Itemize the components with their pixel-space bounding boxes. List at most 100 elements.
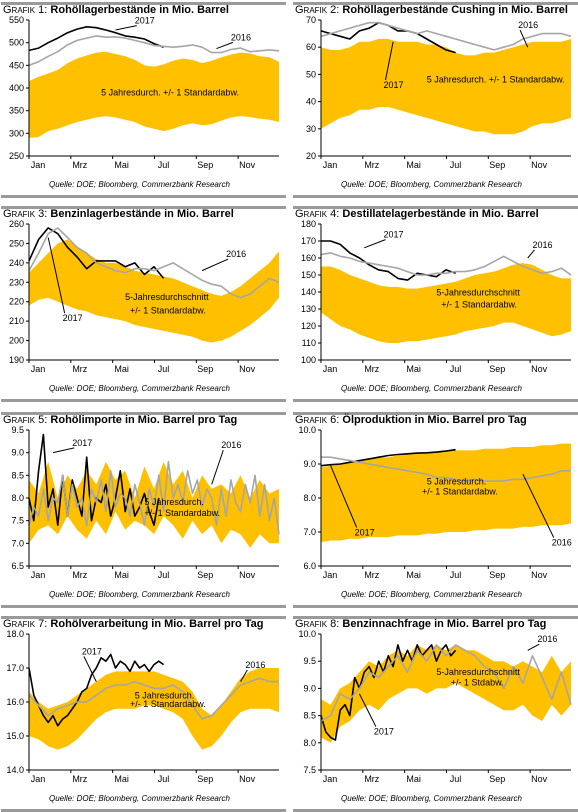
y-tick-label: 180: [301, 220, 316, 229]
series-line-2016: [28, 460, 280, 535]
chart-panel-8: Grafik 8: Benzinnachfrage in Mio. Barrel…: [293, 616, 578, 812]
chart-title: Grafik 2: Rohöllagerbestände Cushing in …: [295, 4, 568, 16]
x-tick-label: Nov: [531, 160, 548, 170]
x-tick-label: Jan: [323, 774, 338, 784]
source-note: Quelle: DOE; Bloomberg, Commerzbank Rese…: [49, 590, 230, 599]
chart-title-text: Ölproduktion in Mio. Barrel pro Tag: [339, 414, 527, 426]
x-tick-label: Mrz: [364, 160, 379, 170]
series-line-2017: [28, 433, 160, 526]
x-tick-label: Sep: [489, 774, 505, 784]
y-tick-label: 9.5: [303, 656, 316, 666]
std-band: [321, 443, 571, 543]
y-tick-label: 7.5: [303, 765, 316, 775]
annotation-arrow: [385, 41, 394, 81]
chart-title: Grafik 5: Rohölimporte in Mio. Barrel pr…: [3, 414, 237, 426]
chart-prefix: Grafik 1:: [3, 4, 48, 16]
x-tick-label: Mrz: [72, 160, 87, 170]
x-tick-label: Nov: [531, 364, 548, 374]
y-tick-label: 16.0: [6, 697, 24, 707]
y-tick-label: 190: [9, 355, 24, 365]
x-tick-label: Jul: [450, 160, 462, 170]
x-tick-label: Mrz: [364, 774, 379, 784]
y-tick-label: 7.5: [11, 516, 24, 526]
series-line-2016: [320, 21, 572, 51]
bottom-rule: [293, 399, 578, 402]
annotation-label: 5 Jahresdurch. +/- 1 Standardabw.: [427, 75, 565, 85]
y-tick-label: 350: [9, 106, 24, 116]
annotation-label: 5 Jahresdurch.: [427, 476, 487, 486]
annotation-arrow: [211, 449, 224, 485]
x-tick-label: Sep: [197, 364, 213, 374]
chart-title: Grafik 8: Benzinnachfrage in Mio. Barrel…: [295, 618, 546, 630]
x-tick-label: Sep: [489, 364, 505, 374]
y-tick-label: 200: [9, 336, 24, 346]
chart-title-text: Benzinlagerbestände in Mio. Barrel: [47, 208, 234, 220]
source-note: Quelle: DOE; Bloomberg, Commerzbank Rese…: [341, 384, 522, 393]
x-tick-label: Jul: [450, 774, 462, 784]
annotation-label: 5-Jahresdurchschnitt: [125, 292, 209, 302]
annotation-label: 2017: [355, 527, 375, 537]
annotation-arrow: [83, 656, 97, 682]
annotation-arrow: [527, 249, 535, 259]
x-tick-label: Jul: [158, 774, 170, 784]
chart-panel-5: Grafik 5: Rohölimporte in Mio. Barrel pr…: [1, 412, 286, 608]
std-band: [321, 263, 571, 343]
x-tick-label: Sep: [489, 570, 505, 580]
annotation-label: 2017: [135, 16, 155, 26]
chart-prefix: Grafik 4:: [295, 208, 340, 220]
top-rule: [1, 616, 286, 619]
annotation-label: 5 Jahresdurch.: [135, 691, 195, 701]
x-tick-label: Mai: [406, 160, 421, 170]
x-tick-label: Nov: [239, 774, 256, 784]
y-tick-label: 8.0: [11, 493, 24, 503]
y-tick-label: 20: [306, 151, 316, 161]
series-line-2017: [28, 653, 165, 727]
x-tick-label: Sep: [197, 570, 213, 580]
x-tick-label: Nov: [531, 570, 548, 580]
y-tick-label: 110: [302, 338, 316, 348]
annotation-label: 2017: [384, 80, 404, 90]
annotation-label: +/- 1 Standardabw.: [144, 508, 220, 518]
annotation-label: 5-Jahresdurchschnitt: [436, 287, 520, 297]
x-tick-label: Mrz: [364, 570, 379, 580]
annotation-label: 2016: [221, 440, 241, 450]
y-tick-label: 250: [9, 238, 24, 248]
chart-panel-6: Grafik 6: Ölproduktion in Mio. Barrel pr…: [293, 412, 578, 608]
annotation-arrow: [240, 669, 248, 682]
y-tick-label: 7.0: [11, 538, 24, 548]
std-band: [29, 51, 279, 138]
bottom-rule: [293, 195, 578, 198]
y-tick-label: 8.0: [303, 738, 316, 748]
x-tick-label: Jan: [31, 570, 46, 580]
chart-svg: 6.5 7.0 7.5 8.0 8.5 9.0 9.5 Jan Mrz Mai Jul Sep Nov 2…: [11, 426, 280, 580]
source-note: Quelle: DOE; Bloomberg, Commerzbank Rese…: [341, 590, 522, 599]
series-line-2017: [320, 448, 456, 467]
chart-title: Grafik 1: Rohöllagerbestände in Mio. Bar…: [3, 4, 229, 16]
chart-prefix: Grafik 6:: [295, 414, 340, 426]
y-tick-label: 8.0: [303, 493, 316, 503]
annotation-label: 2016: [226, 249, 246, 259]
y-tick-label: 400: [9, 83, 24, 93]
chart-prefix: Grafik 8:: [295, 618, 340, 630]
x-tick-label: Nov: [531, 774, 548, 784]
source-note: Quelle: DOE; Bloomberg, Commerzbank Rese…: [49, 180, 230, 189]
y-tick-label: 300: [9, 128, 24, 138]
x-tick-label: Jul: [450, 570, 462, 580]
annotation-label: 2016: [245, 660, 265, 670]
y-tick-label: 10.0: [298, 426, 316, 435]
x-tick-label: Mrz: [72, 364, 87, 374]
top-rule: [293, 206, 578, 209]
x-tick-label: Jan: [31, 160, 46, 170]
chart-title-text: Benzinnachfrage in Mio. Barrel pro Tag: [339, 618, 547, 630]
bottom-rule: [1, 195, 286, 198]
annotation-label: 5-Jahresdurchschnitt: [436, 667, 520, 677]
annotation-label: 5 Jahresdurch.: [144, 497, 204, 507]
annotation-label: +/- 1 Stdabw.: [451, 678, 504, 688]
chart-title: Grafik 3: Benzinlagerbestände in Mio. Ba…: [3, 208, 234, 220]
top-rule: [293, 412, 578, 415]
x-tick-label: Mai: [114, 570, 129, 580]
chart-panel-1: Grafik 1: Rohöllagerbestände in Mio. Bar…: [1, 2, 286, 198]
y-tick-label: 6.5: [11, 561, 24, 571]
chart-panel-2: Grafik 2: Rohöllagerbestände Cushing in …: [293, 2, 578, 198]
chart-title-text: Rohölimporte in Mio. Barrel pro Tag: [47, 414, 238, 426]
